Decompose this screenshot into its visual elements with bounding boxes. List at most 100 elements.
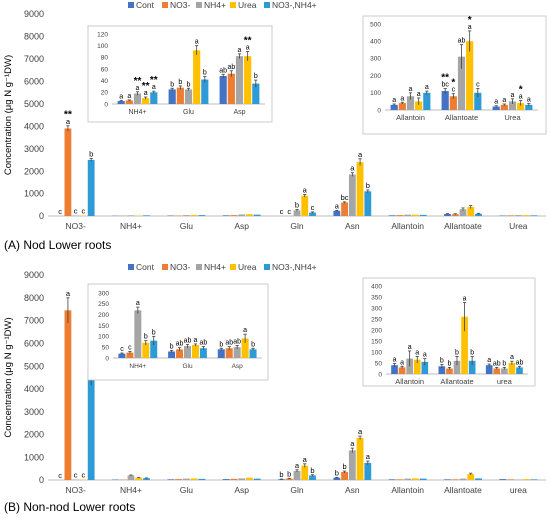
bar-cont-glu [168,351,176,358]
bar-no3-nh4 [125,100,133,104]
significance-label: b [152,329,156,336]
y-tick-label: 0 [377,107,381,114]
y-tick-label: 50 [375,360,383,367]
bar-cont-gln [278,479,285,480]
x-tick-label: urea [497,377,513,386]
significance-label: b [170,343,174,350]
y-tick-label: 6000 [24,338,44,348]
legend-label-urea: Urea [238,262,257,272]
bar-no3-asp [230,215,238,216]
significance-label: a [66,117,71,126]
x-tick-label: Asn [345,485,360,495]
bar-urea-gln [301,465,309,480]
bar-no3-nh4-allantoate [475,478,482,480]
significance-label: a [193,337,197,344]
y-tick-label: 80 [101,55,109,62]
bar-nh4-glu [184,89,193,104]
significance-label: a [335,201,340,210]
significance-label: c [74,207,78,216]
significance-label: a [303,455,308,464]
significance-label: b [455,349,459,356]
bar-cont-urea [492,106,500,110]
x-tick-label: Gln [290,485,304,495]
y-tick-label: 400 [371,283,382,290]
bar-no3-nh4-asp [253,478,261,480]
bar-urea-asp [246,477,253,480]
bar-no3-glu [176,349,184,358]
significance-label: b [366,181,370,190]
bar-no3-nh4-gln [309,475,316,480]
x-tick-label: Allantoate [445,113,478,122]
y-tick-label: 200 [371,327,382,334]
bar-cont-allantoate [441,91,449,110]
significance-label: a [409,86,413,93]
y-tick-label: 1000 [24,189,44,199]
bar-nh4-urea [501,368,508,374]
significance-label: a [144,90,148,97]
y-axis-label: Concentration (μg N g⁻¹DW) [3,317,14,437]
significance-label: ab [225,340,233,347]
bar-no3-no3 [64,310,72,480]
bar-cont-allantoate [444,213,451,216]
bar-no3-nh4-glu [198,215,206,216]
legend: Cont NO3- NH4+ Urea NO3-,NH4+ [128,0,317,10]
y-tick-label: 20 [101,90,109,97]
bar-no3-nh4-allantoin [419,478,427,480]
bar-cont-allantoin [388,479,396,480]
y-tick-label: 8000 [24,293,44,303]
legend-swatch-no3-nh4 [264,264,270,270]
significance-label: c [82,471,86,480]
significance-label: b [470,349,474,356]
legend-swatch-cont [128,264,134,270]
significance-label: c [74,471,78,480]
bar-no3-nh4-allantoin [419,214,427,216]
bar-no3-nh4-allantoin [423,92,431,110]
significance-label: a [468,24,472,31]
significance-label: ab [493,360,501,367]
bar-no3-nh4-asn [364,191,372,216]
significance-star: ** [64,108,73,120]
bar-no3-nh4-allantoate [474,92,482,110]
legend-swatch-no3 [162,264,168,270]
inset-frame [87,283,269,381]
bar-cont-glu [168,89,176,104]
bar-urea-urea [522,479,530,480]
y-tick-label: 0 [104,101,108,108]
bar-no3-nh4-no3 [87,369,95,480]
y-tick-label: 0 [105,355,109,362]
x-tick-label: Allantoin [391,485,424,495]
x-tick-label: NH4+ [129,363,146,370]
bar-nh4-gln [293,470,301,480]
y-tick-label: 100 [371,349,382,356]
bar-no3-nh4-no3 [87,159,95,216]
bar-urea-urea [522,215,530,216]
significance-label: ab [184,337,192,344]
bar-urea-nh4 [142,98,150,104]
x-tick-label: Allantoin [391,221,424,231]
y-tick-label: 400 [370,38,381,45]
y-tick-label: 5000 [24,99,44,109]
significance-label: a [358,427,363,436]
bar-nh4-gln [293,210,301,216]
significance-label: b [144,334,148,341]
bar-no3-nh4-asp [252,83,260,104]
significance-label: a [393,356,397,363]
y-axis-label: Concentration (μg N g⁻¹DW) [3,55,14,175]
y-tick-label: 120 [97,31,108,38]
y-tick-label: 100 [370,90,381,97]
bar-nh4-nh4 [127,475,135,480]
y-tick-label: 6000 [24,76,44,86]
bar-urea-glu [190,214,198,216]
significance-label: a [246,45,250,52]
legend-swatch-urea [230,264,236,270]
x-tick-label: Allantoate [444,221,482,231]
y-tick-label: 200 [370,73,381,80]
bar-cont-asn [333,210,341,216]
significance-label: c [287,207,291,216]
bar-urea-asn [356,162,364,216]
y-tick-label: 0 [39,475,44,485]
significance-label: a [415,349,419,356]
